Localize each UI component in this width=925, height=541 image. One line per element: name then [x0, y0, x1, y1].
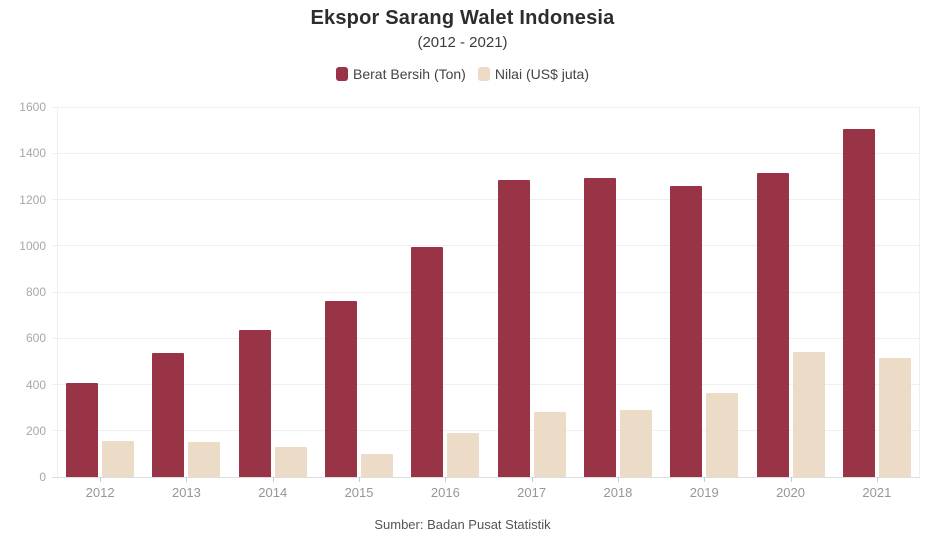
y-axis-tick-label-1200: 1200	[19, 192, 46, 207]
bar-nilai-2020[interactable]	[792, 352, 825, 477]
chart-subtitle: (2012 - 2021)	[417, 34, 508, 51]
bar-nilai-2019[interactable]	[706, 392, 739, 477]
x-axis-tick-label-2016: 2016	[430, 485, 460, 500]
gridline-200	[52, 430, 920, 432]
gridline-1200	[52, 199, 920, 200]
x-axis-tick-label-2017: 2017	[517, 485, 547, 500]
bar-berat-bersih-2016[interactable]	[411, 247, 444, 477]
x-axis-tick-label-2014: 2014	[258, 485, 288, 500]
x-axis-tick-label-2020: 2020	[776, 485, 805, 500]
y-axis-tick-label-400: 400	[25, 377, 46, 392]
legend-label: Berat Bersih (Ton)	[353, 66, 466, 82]
x-axis-tick-2012	[100, 477, 102, 482]
bar-berat-bersih-2017[interactable]	[497, 179, 530, 477]
bar-berat-bersih-2019[interactable]	[670, 186, 703, 477]
y-axis-tick-label-0: 0	[39, 470, 46, 484]
bar-berat-bersih-2013[interactable]	[152, 352, 185, 477]
bar-nilai-2018[interactable]	[619, 409, 652, 477]
bar-berat-bersih-2020[interactable]	[756, 173, 789, 477]
x-axis-tick-2013	[186, 477, 188, 482]
gridline-0	[52, 476, 920, 478]
bar-berat-bersih-2014[interactable]	[238, 329, 271, 477]
x-axis-tick-2015	[359, 477, 361, 482]
bar-berat-bersih-2015[interactable]	[325, 301, 358, 477]
bar-nilai-2016[interactable]	[447, 433, 480, 477]
bar-nilai-2012[interactable]	[102, 441, 135, 477]
bar-berat-bersih-2021[interactable]	[842, 128, 875, 477]
chart-title: Ekspor Sarang Walet Indonesia	[310, 7, 615, 29]
y-axis-tick-label-1600: 1600	[19, 100, 46, 114]
source-caption: Sumber: Badan Pusat Statistik	[374, 517, 551, 532]
legend-label: Nilai (US$ juta)	[494, 66, 589, 82]
bar-berat-bersih-2012[interactable]	[66, 383, 99, 477]
gridline-1400	[52, 152, 920, 154]
x-axis-tick-label-2018: 2018	[603, 485, 633, 500]
gridline-800	[52, 291, 920, 293]
gridline-600	[52, 337, 920, 339]
y-axis-tick-label-800: 800	[25, 285, 46, 299]
x-axis-tick-2014	[272, 477, 274, 482]
bar-nilai-2013[interactable]	[188, 441, 221, 477]
legend-item-nilai[interactable]: Nilai (US$ juta)	[477, 66, 589, 82]
y-axis-tick-label-200: 200	[25, 423, 46, 438]
x-axis-tick-label-2021: 2021	[862, 485, 892, 500]
bar-nilai-2017[interactable]	[533, 412, 566, 477]
x-axis-tick-2016	[445, 477, 447, 482]
x-axis-tick-2021	[876, 477, 878, 482]
x-axis-tick-2019	[704, 477, 706, 482]
legend-swatch-icon	[336, 67, 349, 81]
legend-item-berat-bersih[interactable]: Berat Bersih (Ton)	[336, 66, 466, 82]
gridline-1000	[52, 245, 920, 247]
x-axis-tick-label-2013: 2013	[171, 485, 201, 500]
bar-nilai-2015[interactable]	[361, 453, 394, 477]
gridline-400	[52, 384, 920, 385]
y-axis-tick-label-1000: 1000	[19, 238, 46, 253]
bar-berat-bersih-2018[interactable]	[583, 178, 616, 477]
bar-nilai-2014[interactable]	[274, 446, 307, 477]
bar-nilai-2021[interactable]	[878, 357, 911, 477]
x-axis-tick-label-2012: 2012	[85, 485, 115, 500]
legend: Berat Bersih (Ton) Nilai (US$ juta)	[0, 66, 925, 82]
x-axis-tick-2018	[617, 477, 619, 482]
x-axis-tick-2020	[790, 477, 792, 482]
x-axis-tick-label-2015: 2015	[344, 485, 374, 500]
y-axis-tick-label-600: 600	[25, 331, 46, 346]
x-axis-tick-2017	[531, 477, 533, 482]
x-axis-tick-label-2019: 2019	[689, 485, 719, 500]
gridline-1600	[52, 106, 920, 108]
legend-swatch-icon	[477, 67, 490, 81]
y-axis-tick-label-1400: 1400	[19, 146, 46, 161]
